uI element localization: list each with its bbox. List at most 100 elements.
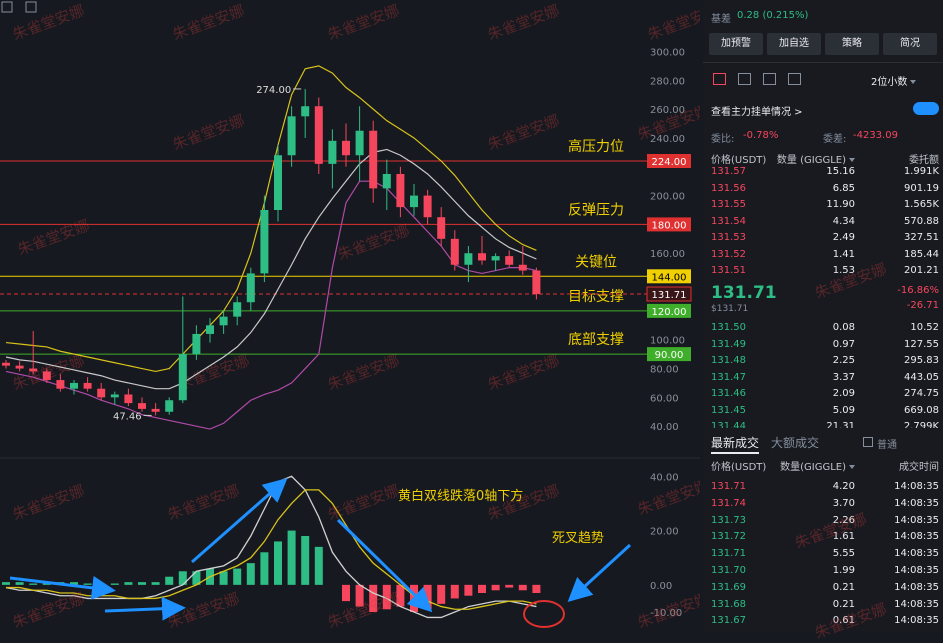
order-cell: 131.44 <box>711 421 746 432</box>
icon[interactable] <box>1 1 13 13</box>
order-cell: 443.05 <box>904 371 939 383</box>
order-row: 131.54 4.34 570.88 <box>703 214 943 230</box>
order-cell: 131.45 <box>711 404 746 416</box>
macd-bar <box>15 582 24 585</box>
header-cell: 价格(USDT) <box>711 462 767 473</box>
trade-row: 131.72 1.61 14:08:35 <box>703 529 943 545</box>
icon[interactable] <box>25 1 37 13</box>
order-cell: 295.83 <box>904 355 939 366</box>
order-cell: 11.90 <box>826 199 855 210</box>
macd-bar <box>342 584 350 602</box>
trade-row: 131.67 0.61 14:08:35 <box>703 613 943 629</box>
order-cell: 2.799K <box>903 421 939 432</box>
macd-bar <box>532 584 541 593</box>
high-marker-label: 274.00 <box>256 85 291 96</box>
candle-body <box>355 130 364 156</box>
trade-cell: 131.69 <box>711 581 746 593</box>
trade-cell: 3.70 <box>832 497 855 509</box>
level-note: 反弹压力 <box>568 202 624 218</box>
candle-body <box>2 362 10 366</box>
macd-bar <box>355 584 364 607</box>
trade-cell: 14:08:35 <box>894 514 939 526</box>
checkbox[interactable] <box>863 437 873 447</box>
header-cell: 数量(GIGGLE) <box>780 460 855 476</box>
candle-body <box>478 253 486 261</box>
view-icon[interactable] <box>738 73 751 85</box>
view-icon[interactable] <box>713 73 726 85</box>
y-tick-label: 40.00 <box>650 422 679 433</box>
trade-cell: 14:08:35 <box>894 481 939 492</box>
view-icon[interactable] <box>788 73 801 85</box>
macd-bar <box>110 583 119 585</box>
candle-body <box>423 195 432 218</box>
order-cell: 201.21 <box>904 265 939 276</box>
candle-body <box>165 400 174 412</box>
level-label: 120.00 <box>652 307 687 318</box>
candle-body <box>29 368 38 372</box>
order-cell: 4.34 <box>832 215 855 227</box>
action-button[interactable]: 加自选 <box>767 33 821 55</box>
candle-body <box>178 354 187 401</box>
candle-body <box>219 316 228 326</box>
order-cell: 15.16 <box>826 166 855 177</box>
action-button[interactable]: 加预警 <box>709 33 763 55</box>
order-cell: 131.53 <box>711 232 746 243</box>
order-cell: 131.55 <box>711 199 746 210</box>
trade-row: 131.69 0.21 14:08:35 <box>703 580 943 596</box>
level-label-bg <box>647 154 691 168</box>
level-label-bg <box>647 347 691 362</box>
candle-body <box>56 380 65 389</box>
toggle[interactable] <box>913 102 939 115</box>
side-panel: 基差 0.28 (0.215%) 加预警 加自选 策略 简况 2位小数 查看主力挂单情况 > 委… <box>703 0 943 642</box>
trade-cell: 0.21 <box>832 581 855 593</box>
order-cell: 131.47 <box>711 371 746 383</box>
view-icon[interactable] <box>763 73 776 85</box>
candle-body <box>246 273 255 303</box>
candle-body <box>274 155 282 210</box>
candle-body <box>206 325 214 334</box>
trade-cell: 14:08:35 <box>894 615 939 627</box>
order-cell: 6.85 <box>832 182 855 194</box>
tab[interactable]: 大额成交 <box>771 436 820 450</box>
macd-bar <box>124 582 133 585</box>
candle-body <box>382 173 391 189</box>
level-label: 224.00 <box>652 157 687 168</box>
level-note: 关键位 <box>575 254 617 270</box>
action-button[interactable]: 简况 <box>883 33 937 55</box>
macd-bar <box>396 584 405 607</box>
action-button[interactable]: 策略 <box>825 33 879 55</box>
table-header: 价格(USDT) 数量 (GIGGLE) 委托额 <box>703 153 943 169</box>
trade-row: 131.68 0.21 14:08:35 <box>703 597 943 613</box>
y-tick-label: 0.00 <box>650 581 672 592</box>
candle-body <box>342 140 350 156</box>
macd-bar <box>165 576 174 585</box>
y-tick-label: 160.00 <box>650 249 685 260</box>
filter-label: 普通 <box>877 440 897 451</box>
macd-bar <box>178 571 187 585</box>
order-cell: 669.08 <box>904 404 939 416</box>
macd-bar <box>29 583 38 585</box>
macd-bar <box>192 571 201 585</box>
trade-cell: 4.20 <box>832 481 855 492</box>
candle-body <box>369 130 378 189</box>
current-price-label: 131.71 <box>652 290 687 301</box>
header-cell: 数量 (GIGGLE) <box>777 153 855 169</box>
tab-active[interactable]: 最新成交 <box>711 436 760 450</box>
order-cell: 131.51 <box>711 265 746 276</box>
y-tick-label: 300.00 <box>650 47 685 58</box>
decimal-select[interactable]: 2位小数 <box>871 73 917 88</box>
level-note: 高压力位 <box>568 138 624 155</box>
order-cell: 2.49 <box>832 232 855 243</box>
macd-bar <box>42 583 51 585</box>
macd-annotation: 死叉趋势 <box>552 530 604 546</box>
order-cell: 327.51 <box>904 232 939 243</box>
macd-bar <box>70 582 78 585</box>
macd-bar <box>83 583 92 585</box>
candle-body <box>328 140 337 164</box>
candle-body <box>301 106 310 117</box>
macd-bar <box>437 584 446 604</box>
order-cell: 10.52 <box>910 322 939 333</box>
order-cell: 131.54 <box>711 215 746 227</box>
order-row: 131.49 0.97 127.55 <box>703 337 943 353</box>
order-cell: 5.09 <box>832 404 855 416</box>
